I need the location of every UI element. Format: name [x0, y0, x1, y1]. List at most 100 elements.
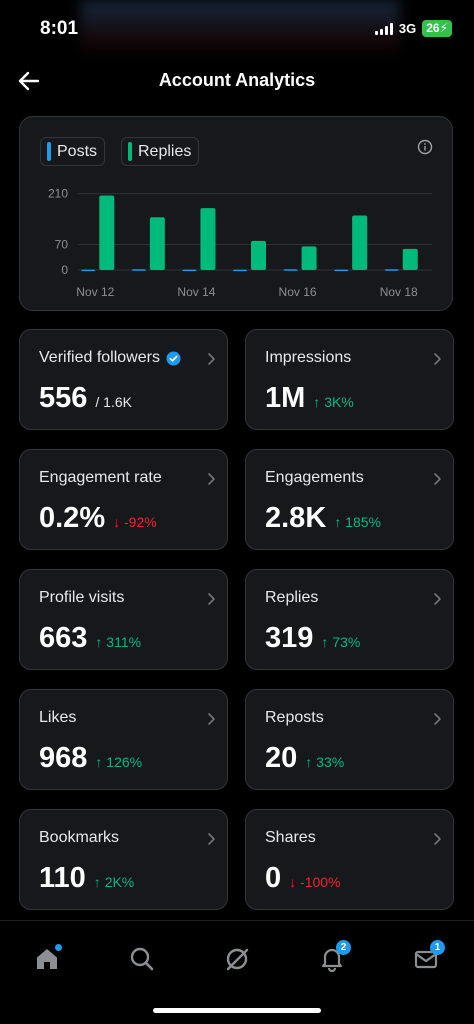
arrow-up-icon: ↑ [95, 634, 107, 650]
metric-value-row: 0 ↓ -100% [265, 862, 341, 895]
nav-grok[interactable] [217, 939, 257, 979]
metric-delta: ↑ 185% [334, 514, 381, 530]
metric-delta-value: 2K% [104, 874, 135, 890]
arrow-down-icon: ↓ [289, 874, 301, 890]
metric-delta-value: 3K% [324, 394, 354, 410]
metric-label: Engagement rate [39, 469, 162, 487]
replies-bar [99, 195, 115, 270]
arrow-up-icon: ↑ [95, 754, 107, 770]
y-tick-label: 0 [61, 263, 68, 277]
metric-card-profile-visits[interactable]: Profile visits 663 ↑ 311% [19, 569, 228, 670]
metric-value: 556 [39, 382, 88, 414]
metric-delta-value: 73% [332, 634, 361, 650]
messages-badge: 1 [430, 940, 445, 955]
bell-icon [321, 948, 343, 972]
arrow-up-icon: ↑ [321, 634, 333, 650]
metric-label: Engagements [265, 469, 364, 487]
replies-bar [200, 208, 216, 270]
metric-delta-value: 33% [316, 754, 345, 770]
metric-delta: ↓ -92% [113, 514, 157, 530]
signal-icon [374, 22, 393, 35]
arrow-up-icon: ↑ [334, 514, 346, 530]
metric-card-engagements[interactable]: Engagements 2.8K ↑ 185% [245, 449, 454, 550]
metric-card-verified-followers[interactable]: Verified followers 556 / 1.6K [19, 329, 228, 430]
replies-bar [352, 215, 368, 270]
metric-delta: ↓ -100% [289, 874, 340, 890]
posts-bar [384, 269, 399, 271]
chevron-right-icon [208, 473, 215, 485]
metric-card-replies[interactable]: Replies 319 ↑ 73% [245, 569, 454, 670]
posts-bar [334, 269, 349, 272]
metric-value-row: 968 ↑ 126% [39, 742, 142, 775]
nav-search[interactable] [122, 939, 162, 979]
legend-replies-swatch [128, 142, 132, 161]
metric-card-impressions[interactable]: Impressions 1M ↑ 3K% [245, 329, 454, 430]
nav-notifications[interactable]: 2 [312, 939, 352, 979]
replies-bar [301, 246, 317, 270]
metric-label-text: Engagement rate [39, 469, 162, 486]
legend-replies[interactable]: Replies [121, 137, 200, 166]
info-icon[interactable] [417, 139, 433, 155]
metric-label-text: Verified followers [39, 349, 160, 366]
chevron-right-icon [208, 713, 215, 725]
metric-value: 968 [39, 742, 88, 774]
home-indicator [153, 1008, 321, 1013]
notifications-badge: 2 [336, 940, 351, 955]
bar-chart: 210 70 0 Nov 12 Nov 14 Nov 16 Nov 18 [48, 187, 432, 299]
metric-label-text: Bookmarks [39, 829, 120, 846]
status-indicators: 3G 26⚡ [374, 20, 452, 37]
metric-value: 319 [265, 622, 314, 654]
legend-posts[interactable]: Posts [40, 137, 106, 166]
mail-icon [414, 950, 438, 969]
nav-messages[interactable]: 1 [406, 939, 446, 979]
metric-value: 1M [265, 382, 306, 414]
metric-label: Impressions [265, 349, 351, 367]
metric-value-row: 1M ↑ 3K% [265, 382, 354, 415]
arrow-up-icon: ↑ [305, 754, 317, 770]
metric-card-bookmarks[interactable]: Bookmarks 110 ↑ 2K% [19, 809, 228, 910]
y-tick-label: 210 [48, 187, 68, 201]
back-arrow-icon [18, 71, 40, 91]
nav-home[interactable] [27, 939, 67, 979]
metric-value: 0 [265, 862, 282, 894]
legend-posts-swatch [47, 142, 51, 161]
chevron-right-icon [434, 473, 441, 485]
x-tick-label: Nov 14 [177, 285, 215, 299]
replies-bar [251, 240, 266, 270]
chevron-right-icon [208, 353, 215, 365]
battery-icon: 26⚡ [422, 20, 452, 37]
arrow-down-icon: ↓ [113, 514, 124, 530]
metric-label: Likes [39, 709, 76, 727]
metric-card-likes[interactable]: Likes 968 ↑ 126% [19, 689, 228, 790]
posts-bar [283, 269, 298, 271]
search-icon [130, 947, 154, 971]
chevron-right-icon [434, 353, 441, 365]
metric-card-reposts[interactable]: Reposts 20 ↑ 33% [245, 689, 454, 790]
arrow-up-icon: ↑ [313, 394, 325, 410]
metric-delta: ↑ 33% [305, 754, 344, 770]
metric-delta-value: 311% [106, 634, 142, 650]
x-tick-label: Nov 16 [279, 285, 317, 299]
posts-bar [233, 269, 247, 272]
metric-delta: ↑ 311% [95, 634, 141, 650]
metric-value: 110 [39, 862, 86, 894]
network-type: 3G [398, 21, 417, 36]
metric-label-text: Impressions [265, 349, 352, 366]
metric-card-engagement-rate[interactable]: Engagement rate 0.2% ↓ -92% [19, 449, 228, 550]
metric-card-shares[interactable]: Shares 0 ↓ -100% [245, 809, 454, 910]
replies-bar [402, 248, 418, 270]
status-bar: 8:01 3G 26⚡ [0, 0, 474, 58]
back-button[interactable] [14, 66, 44, 96]
grok-icon [226, 948, 249, 971]
metric-label: Bookmarks [39, 829, 119, 847]
metric-delta-value: -92% [124, 514, 157, 530]
metric-label: Verified followers [39, 349, 181, 367]
metric-label-text: Likes [39, 709, 77, 726]
metric-label: Shares [265, 829, 316, 847]
metric-value-row: 2.8K ↑ 185% [265, 502, 381, 535]
metric-label: Replies [265, 589, 318, 607]
legend-posts-label: Posts [57, 142, 98, 160]
activity-chart-card: Posts Replies 210 70 0 Nov 12 Nov 14 Nov 16 No… [19, 116, 453, 311]
metric-label-text: Engagements [265, 469, 364, 486]
metric-value: 0.2% [39, 502, 106, 534]
